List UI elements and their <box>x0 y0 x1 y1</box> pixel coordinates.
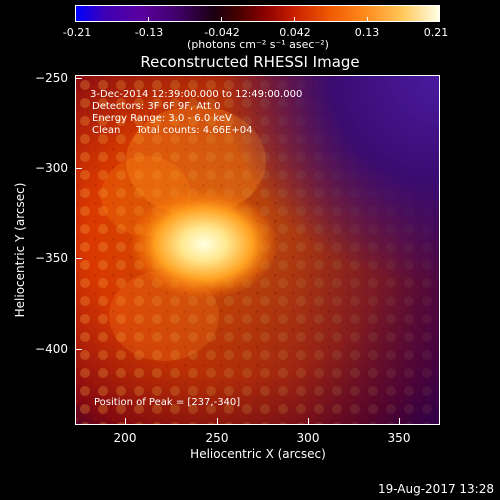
colorbar-tick-label: -0.13 <box>134 26 164 39</box>
footer-datestamp: 19-Aug-2017 13:28 <box>377 482 494 496</box>
image-title: Reconstructed RHESSI Image <box>140 53 360 71</box>
rhessi-image <box>76 76 439 424</box>
colorbar-tick-mark <box>148 17 149 22</box>
y-tick-mark <box>75 168 82 169</box>
x-tick-label: 300 <box>296 431 320 445</box>
y-tick-label: −250 <box>35 71 68 85</box>
colorbar <box>75 5 440 22</box>
annotation-detectors: Detectors: 3F 6F 9F, Att 0 <box>92 101 221 112</box>
colorbar-tick-label: 0.13 <box>354 26 380 39</box>
y-tick-mark <box>75 349 82 350</box>
x-tick-mark <box>399 418 400 425</box>
x-tick-mark <box>125 418 126 425</box>
annotation-peak-position: Position of Peak = [237,-340] <box>94 397 241 408</box>
x-tick-mark <box>308 418 309 425</box>
x-tick-label: 350 <box>387 431 411 445</box>
x-tick-mark <box>217 418 218 425</box>
annotation-energy-range: Energy Range: 3.0 - 6.0 keV <box>92 113 232 124</box>
colorbar-tick-mark <box>439 17 440 22</box>
annotation-time-range: 3-Dec-2014 12:39:00.000 to 12:49:00.000 <box>90 89 303 100</box>
colorbar-tick-label: 0.21 <box>423 26 449 39</box>
colorbar-tick-mark <box>221 17 222 22</box>
x-tick-label: 200 <box>113 431 137 445</box>
y-tick-label: −400 <box>35 342 68 356</box>
y-tick-mark <box>75 258 82 259</box>
rhessi-image-panel: 3-Dec-2014 12:39:00.000 to 12:49:00.000 … <box>75 75 440 425</box>
y-tick-mark <box>75 78 82 79</box>
colorbar-tick-label: -0.042 <box>204 26 240 39</box>
colorbar-unit-label: (photons cm⁻² s⁻¹ asec⁻²) <box>187 38 329 51</box>
x-tick-label: 250 <box>205 431 229 445</box>
x-axis-label: Heliocentric X (arcsec) <box>190 447 326 461</box>
y-tick-label: −350 <box>35 251 68 265</box>
colorbar-tick-label: 0.042 <box>279 26 311 39</box>
y-axis-label: Heliocentric Y (arcsec) <box>13 182 27 318</box>
y-tick-label: −300 <box>35 161 68 175</box>
colorbar-tick-mark <box>75 17 76 22</box>
colorbar-tick-mark <box>367 17 368 22</box>
colorbar-tick-label: -0.21 <box>62 26 92 39</box>
colorbar-tick-mark <box>294 17 295 22</box>
annotation-clean-counts: Clean Total counts: 4.66E+04 <box>92 125 253 136</box>
